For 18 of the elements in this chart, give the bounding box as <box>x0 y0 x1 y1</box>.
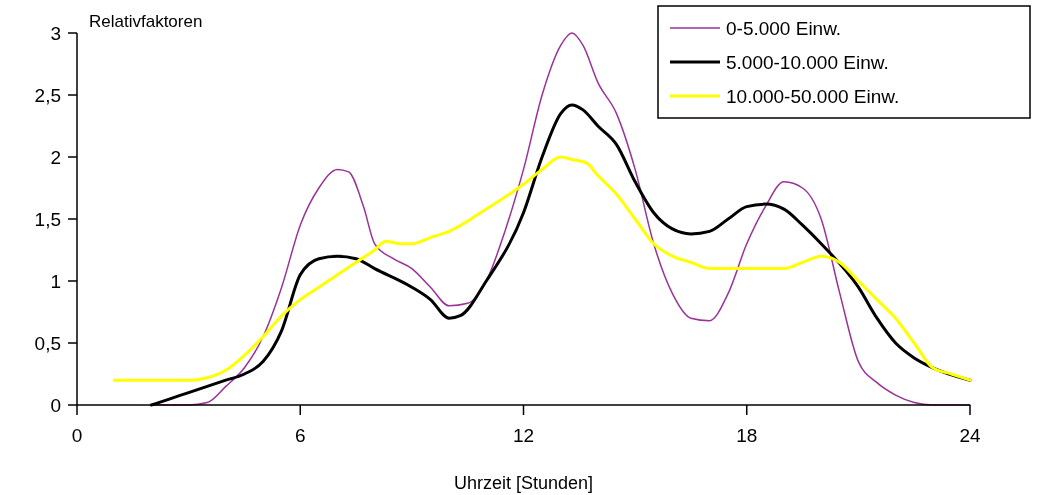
y-tick-label: 0 <box>50 394 61 416</box>
x-tick-label: 18 <box>736 425 758 446</box>
x-tick-label: 6 <box>294 425 306 446</box>
x-axis-title: Uhrzeit [Stunden] <box>453 473 594 493</box>
y-axis-title: Relativfaktoren <box>89 12 203 31</box>
line-series <box>112 155 972 382</box>
x-tick-label: 24 <box>959 425 981 446</box>
y-tick-label: 0,5 <box>34 332 61 354</box>
y-tick-label: 3 <box>50 22 61 44</box>
legend-label: 5.000-10.000 Einw. <box>726 52 889 73</box>
x-tick-label: 12 <box>512 425 535 446</box>
y-tick-label: 2 <box>50 146 61 168</box>
y-tick-label: 1 <box>50 270 61 292</box>
y-tick-label: 1,5 <box>34 208 61 230</box>
legend-label: 10.000-50.000 Einw. <box>726 86 900 107</box>
legend-label: 0-5.000 Einw. <box>726 18 842 39</box>
x-tick-label: 0 <box>71 425 83 446</box>
y-tick-label: 2,5 <box>34 84 61 106</box>
